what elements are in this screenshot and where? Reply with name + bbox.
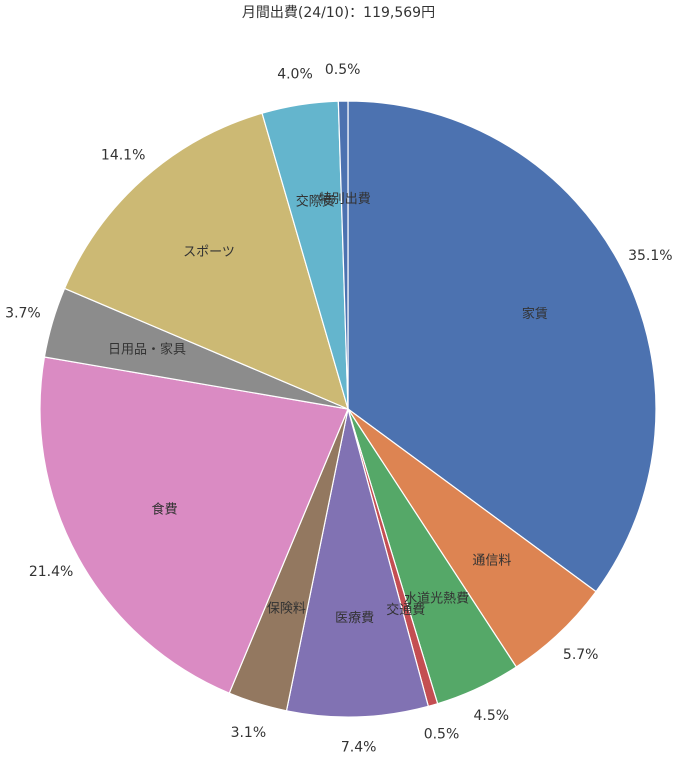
slice-percent-label-6: 21.4% [29,564,73,580]
pie-slice-0 [347,100,657,593]
pie-slice-4 [285,408,430,718]
slice-percent-label-2: 4.5% [474,708,510,724]
slice-percent-label-5: 3.1% [231,725,267,741]
slice-name-label-1: 通信料 [472,554,511,569]
slice-percent-label-8: 14.1% [101,148,145,164]
slice-name-label-8: スポーツ [183,245,235,260]
slice-percent-label-4: 7.4% [341,740,377,756]
slice-name-label-3: 交通費 [386,602,425,618]
pie-slice-6 [39,356,349,694]
slice-percent-label-9: 4.0% [277,66,313,82]
pie-slice-10 [337,100,349,410]
slice-percent-label-10: 0.5% [325,62,361,78]
slice-name-label-0: 家賃 [522,306,548,322]
slice-name-label-10: 特別出費 [319,192,371,207]
slice-percent-label-0: 35.1% [628,248,672,264]
slice-name-label-7: 日用品・家具 [108,341,186,357]
slice-name-label-6: 食費 [151,501,177,517]
slice-percent-label-3: 0.5% [424,727,460,743]
slice-percent-label-1: 5.7% [563,647,599,663]
slice-name-label-2: 水道光熱費 [404,591,469,606]
pie-slice-8 [63,112,349,411]
slice-percent-label-7: 3.7% [5,305,41,321]
chart-title: 月間出費(24/10)：119,569円 [241,5,436,21]
slice-name-label-5: 保険料 [267,602,306,617]
slice-name-label-4: 医療費 [335,611,374,626]
slice-name-label-9: 交際費 [296,194,335,210]
